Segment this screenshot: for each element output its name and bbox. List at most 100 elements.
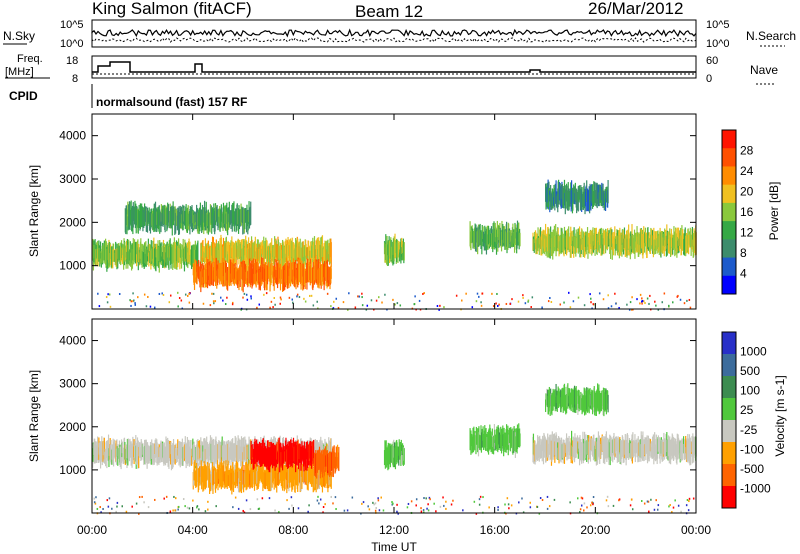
heatmap-cell (326, 461, 328, 484)
x-axis-ticks: 00:00 04:00 08:00 12:00 16:00 20:00 00:00 (77, 114, 711, 537)
heatmap-cell (633, 239, 635, 254)
heatmap-cell (284, 466, 286, 490)
heatmap-noise (312, 304, 315, 307)
heatmap-cell (284, 245, 286, 263)
heatmap-cell (336, 444, 339, 469)
heatmap-noise (378, 296, 380, 299)
heatmap-cell (303, 441, 306, 459)
heatmap-cell (190, 448, 193, 466)
colorbar-swatch (722, 464, 736, 487)
heatmap-noise (109, 305, 112, 308)
heatmap-noise (307, 510, 309, 513)
heatmap-noise (138, 512, 140, 515)
heatmap-noise (373, 308, 375, 311)
heatmap-cell (667, 232, 669, 244)
heatmap-noise (137, 296, 139, 299)
heatmap-cell (332, 453, 334, 478)
heatmap-noise (215, 505, 217, 508)
heatmap-cell (198, 259, 200, 280)
heatmap-cell (282, 471, 284, 491)
heatmap-cell (288, 266, 290, 289)
heatmap-noise (102, 508, 104, 511)
heatmap-noise (462, 509, 464, 512)
heatmap-noise (272, 306, 274, 309)
freq-label: Freq. (17, 53, 43, 65)
heatmap-noise (237, 507, 240, 510)
colorbar-frame (721, 129, 737, 295)
heatmap-cell (612, 238, 615, 256)
y-tick-label: 3000 (59, 172, 86, 186)
heatmap-noise (172, 509, 174, 512)
heatmap-noise (630, 308, 633, 311)
heatmap-noise (392, 298, 394, 301)
heatmap-cell (677, 227, 680, 246)
heatmap-cell (642, 431, 644, 457)
heatmap-cell (230, 214, 232, 229)
heatmap-cell (635, 232, 637, 248)
heatmap-noise (256, 498, 259, 501)
heatmap-noise (224, 303, 227, 306)
heatmap-noise (130, 304, 132, 307)
heatmap-noise (351, 496, 354, 499)
heatmap-noise (196, 505, 199, 508)
heatmap-noise (357, 295, 359, 298)
heatmap-cell (254, 448, 256, 464)
colorbar-swatch (722, 376, 736, 399)
heatmap-cell (551, 232, 553, 257)
heatmap-cell (320, 459, 322, 472)
velocity-heatmap (92, 383, 697, 515)
heatmap-cell (685, 435, 687, 454)
heatmap-noise (688, 298, 691, 301)
heatmap-noise (186, 506, 189, 509)
heatmap-cell (615, 436, 617, 454)
heatmap-cell (677, 437, 680, 449)
heatmap-cell (236, 263, 238, 277)
heatmap-noise (420, 510, 423, 513)
heatmap-cell (103, 437, 105, 460)
heatmap-noise (316, 499, 319, 502)
heatmap-noise (689, 306, 692, 309)
heatmap-noise (569, 501, 571, 504)
heatmap-noise (145, 305, 148, 308)
heatmap-cell (160, 211, 162, 233)
heatmap-noise (372, 501, 374, 504)
heatmap-noise (531, 296, 534, 299)
heatmap-noise (374, 509, 377, 512)
heatmap-cell (252, 462, 254, 481)
heatmap-noise (423, 511, 425, 514)
heatmap-cell (400, 439, 402, 458)
heatmap-noise (149, 305, 152, 308)
heatmap-noise (488, 506, 490, 509)
heatmap-cell (589, 443, 592, 462)
colorbar-tick-label: 12 (740, 226, 754, 240)
heatmap-noise (268, 497, 271, 500)
heatmap-noise (592, 303, 595, 306)
nave-label: Nave (750, 63, 778, 77)
heatmap-cell (490, 226, 493, 239)
heatmap-cell (285, 437, 287, 462)
heatmap-cell (293, 262, 295, 277)
heatmap-noise (511, 298, 513, 301)
heatmap-noise (631, 296, 633, 299)
heatmap-cell (227, 251, 229, 263)
heatmap-cell (394, 233, 396, 258)
heatmap-noise (261, 497, 264, 500)
heatmap-cell (222, 465, 224, 477)
heatmap-noise (504, 503, 506, 506)
heatmap-noise (452, 499, 454, 502)
heatmap-noise (672, 506, 675, 509)
heatmap-noise (242, 296, 244, 299)
heatmap-noise (465, 292, 467, 295)
heatmap-noise (495, 302, 497, 305)
nsky-tick-top: 10^5 (60, 19, 84, 31)
heatmap-noise (429, 498, 431, 501)
heatmap-cell (195, 249, 197, 269)
heatmap-cell (495, 226, 497, 243)
heatmap-cell (163, 444, 165, 466)
colorbar-swatch (722, 239, 736, 259)
heatmap-noise (507, 503, 510, 506)
heatmap-noise (134, 303, 137, 306)
heatmap-cell (518, 231, 520, 250)
heatmap-cell (273, 265, 275, 291)
heatmap-noise (162, 293, 165, 296)
